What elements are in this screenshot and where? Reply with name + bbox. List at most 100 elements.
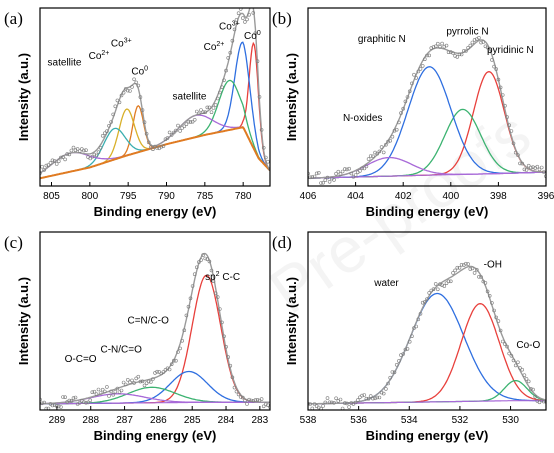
raw-point (541, 399, 546, 404)
raw-point (459, 52, 464, 57)
raw-point (388, 375, 393, 380)
raw-point (360, 393, 364, 398)
peak-annotation: water (373, 278, 399, 289)
raw-point (323, 178, 328, 182)
raw-point (119, 388, 124, 393)
raw-point (526, 379, 531, 384)
raw-point (338, 172, 343, 176)
raw-point (410, 81, 414, 86)
raw-point (117, 100, 122, 105)
x-tick-label: 536 (350, 415, 367, 426)
raw-point (405, 95, 410, 99)
x-tick-label: 289 (49, 415, 66, 426)
raw-point (364, 164, 369, 169)
raw-point (266, 403, 270, 408)
background-line (40, 126, 270, 180)
raw-point (197, 260, 201, 264)
raw-point (211, 279, 216, 284)
raw-point (40, 171, 42, 175)
raw-point (362, 166, 367, 171)
raw-point (178, 129, 182, 133)
raw-point (470, 40, 475, 45)
raw-point (197, 111, 201, 116)
raw-point (138, 379, 143, 384)
raw-point (75, 147, 80, 151)
raw-point (397, 359, 401, 363)
raw-point (375, 395, 380, 400)
raw-point (249, 398, 253, 403)
raw-point (77, 400, 82, 405)
raw-point (520, 367, 525, 372)
raw-point (250, 3, 253, 6)
raw-point (213, 103, 218, 107)
raw-point (507, 123, 512, 127)
raw-point (329, 400, 334, 405)
raw-point (203, 256, 207, 261)
x-tick-label: 288 (82, 415, 99, 426)
raw-point (308, 402, 313, 406)
peak-annotation: satellite (173, 91, 207, 102)
x-tick-label: 400 (442, 191, 459, 202)
raw-point (319, 181, 323, 185)
raw-point (188, 296, 193, 301)
raw-point (232, 27, 237, 32)
raw-point (136, 83, 141, 88)
raw-point (435, 287, 440, 292)
raw-point (353, 173, 358, 177)
raw-point (349, 401, 354, 405)
raw-point (96, 150, 101, 154)
raw-point (420, 300, 425, 305)
raw-point (61, 395, 65, 399)
peak-annotation: sp2 C-C (205, 271, 240, 283)
raw-point (522, 167, 527, 172)
raw-point (340, 169, 345, 174)
raw-point (355, 398, 360, 402)
raw-point (209, 110, 214, 114)
raw-point (405, 347, 410, 351)
raw-point (472, 271, 477, 275)
raw-point (524, 377, 529, 381)
raw-point (332, 178, 336, 182)
x-tick-label: 287 (116, 415, 133, 426)
plot-frame (39, 7, 271, 187)
raw-point (537, 400, 542, 405)
raw-point (397, 120, 401, 125)
panel-0: 805 800 795 790 785 780 Binding energy (eV) Int… (4, 3, 271, 219)
raw-point (459, 262, 464, 267)
raw-point (312, 402, 317, 406)
raw-point (314, 171, 319, 176)
raw-point (498, 85, 503, 90)
raw-point (483, 281, 488, 285)
raw-point (474, 267, 479, 272)
raw-point (511, 141, 516, 146)
raw-point (230, 375, 235, 380)
raw-point (420, 64, 425, 68)
raw-point (105, 385, 109, 389)
raw-point (144, 381, 149, 386)
raw-point (178, 346, 182, 351)
raw-point (455, 265, 460, 270)
plot-area (308, 35, 546, 185)
raw-point (492, 308, 496, 313)
raw-point (151, 147, 155, 151)
raw-point (529, 387, 533, 391)
raw-point (84, 148, 88, 152)
raw-point (144, 132, 149, 136)
raw-point (105, 129, 109, 133)
raw-point (394, 362, 399, 367)
raw-point (201, 110, 205, 114)
plot-area (40, 252, 270, 410)
x-axis-label: Binding energy (eV) (366, 428, 489, 443)
raw-point (111, 112, 115, 117)
raw-point (190, 119, 195, 124)
raw-point (345, 167, 349, 172)
raw-point (63, 395, 67, 400)
raw-point (165, 136, 170, 140)
raw-point (205, 257, 210, 262)
raw-point (188, 120, 193, 124)
raw-point (362, 393, 367, 397)
raw-point (448, 279, 453, 284)
raw-point (44, 163, 49, 168)
raw-point (236, 392, 241, 397)
x-tick-label: 780 (235, 191, 252, 202)
